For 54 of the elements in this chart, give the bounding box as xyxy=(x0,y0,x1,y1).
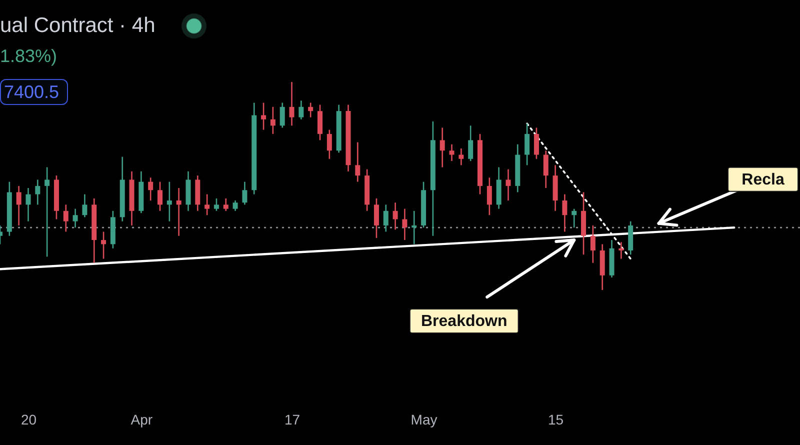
candlestick xyxy=(242,181,248,206)
candlestick xyxy=(618,241,624,260)
x-tick-label: 20 xyxy=(20,412,37,428)
chart-title: ual Contract · 4h xyxy=(0,14,156,37)
candlestick xyxy=(270,106,276,135)
chart-subtitle: 1.83%) xyxy=(0,46,58,66)
annotation: 7400.5 xyxy=(0,79,68,105)
candlestick xyxy=(486,176,492,216)
candlestick xyxy=(261,102,266,130)
candlestick xyxy=(16,185,22,226)
candlestick xyxy=(534,127,539,160)
candlestick xyxy=(590,224,596,264)
candlestick xyxy=(63,204,68,232)
x-tick-label: 17 xyxy=(284,412,300,428)
candlestick xyxy=(562,194,568,232)
candlestick xyxy=(449,144,454,162)
x-tick-label: Apr xyxy=(130,412,153,428)
candlestick xyxy=(82,194,88,218)
candlestick xyxy=(214,198,219,212)
candlestick xyxy=(26,187,31,222)
candlestick xyxy=(524,122,530,166)
candlestick xyxy=(374,198,379,239)
candlestick xyxy=(440,127,445,168)
candlestick xyxy=(158,181,162,212)
annotation: Recla xyxy=(742,171,784,188)
candlestick xyxy=(232,200,238,212)
candlestick xyxy=(35,179,40,206)
candlestick xyxy=(412,210,417,245)
candlestick xyxy=(223,198,228,212)
candlestick xyxy=(44,166,50,258)
candlestick xyxy=(72,208,78,228)
candlestick xyxy=(101,231,106,260)
candlestick xyxy=(572,208,577,228)
candlestick xyxy=(148,176,154,202)
candlestick xyxy=(204,194,210,216)
candlestick xyxy=(176,187,182,237)
candlestick xyxy=(383,204,388,232)
candlestick xyxy=(506,168,511,202)
candlestick xyxy=(326,129,332,160)
candlestick xyxy=(402,208,408,241)
candlestick xyxy=(289,81,294,126)
candlestick xyxy=(318,104,322,141)
candlestick xyxy=(298,100,304,120)
x-tick-label: 15 xyxy=(548,412,564,428)
candlestick xyxy=(458,148,464,166)
candlestick xyxy=(468,124,474,162)
x-tick-label: May xyxy=(410,412,438,428)
annotation: Breakdown xyxy=(420,313,508,330)
candlestick xyxy=(543,150,548,189)
candlestick xyxy=(280,102,285,128)
candlestick xyxy=(392,202,398,230)
candlestick xyxy=(355,142,360,182)
candlestick xyxy=(308,102,314,118)
candlestick xyxy=(166,181,172,222)
